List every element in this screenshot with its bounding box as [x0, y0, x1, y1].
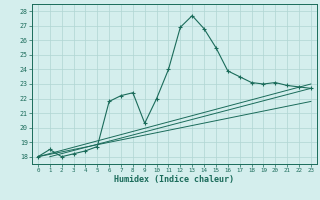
X-axis label: Humidex (Indice chaleur): Humidex (Indice chaleur) — [115, 175, 234, 184]
